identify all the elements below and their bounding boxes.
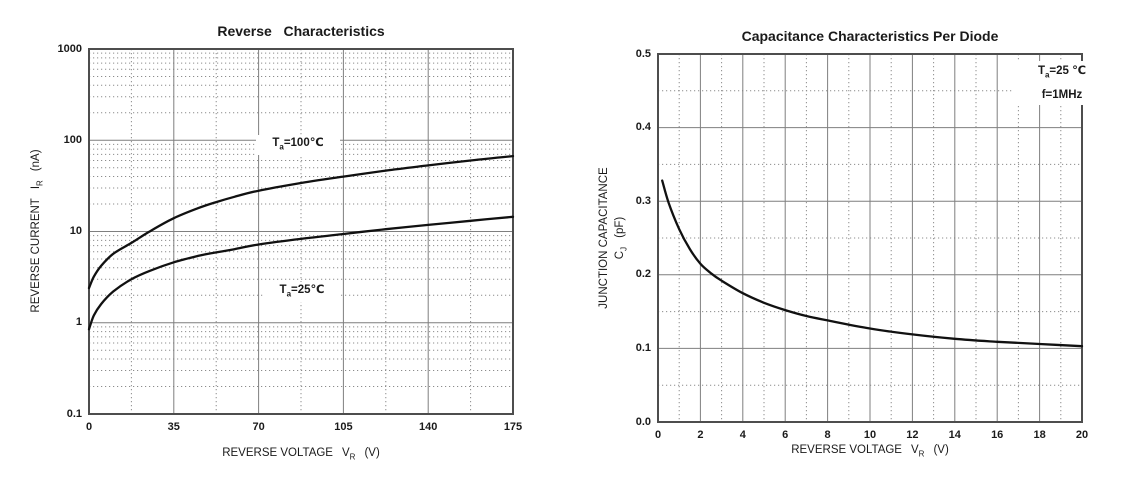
x-tick-label: 10: [863, 429, 877, 441]
y-tick-label: 1: [75, 316, 82, 329]
x-tick-label: 140: [419, 421, 438, 433]
x-tick-label: 14: [948, 429, 961, 441]
y-tick-label: 0.3: [635, 194, 651, 207]
y-tick-label: 100: [63, 133, 82, 146]
x-tick-label: 16: [991, 429, 1004, 441]
x-tick-label: 12: [906, 429, 919, 441]
x-tick-label: 8: [824, 429, 831, 441]
y-tick-label: 0.2: [635, 268, 651, 281]
x-tick-label: 6: [782, 429, 789, 441]
series-curve-1-0: [661, 179, 1084, 348]
y-tick-label: 0.1: [635, 341, 651, 354]
x-tick-label: 0: [654, 429, 662, 441]
y-tick-label: 10: [69, 225, 82, 237]
x-axis-label-reverse-voltage: REVERSE VOLTAGE VR (V): [222, 447, 380, 462]
chart-title-reverse: Reverse Characteristics: [217, 23, 385, 39]
y-tick-label: 1000: [57, 42, 82, 55]
x-tick-label: 2: [697, 429, 704, 441]
plot-frame: [88, 48, 514, 415]
annotation-frequency-line: f=1MHz: [1041, 89, 1083, 102]
x-tick-label: 35: [167, 421, 180, 433]
annotation-ta-100c: Ta=100℃: [256, 135, 340, 156]
series-curve-0-0: [87, 154, 515, 290]
x-tick-label: 70: [252, 421, 265, 433]
annotation-test-conditions: Ta=25 ℃ f=1MHz: [1012, 61, 1112, 106]
x-tick-label: 175: [503, 421, 523, 433]
x-tick-label: 0: [85, 421, 93, 433]
y-tick-label: 0.0: [635, 415, 651, 428]
annotation-ta-25c-line: Ta=25 ℃: [1037, 65, 1087, 80]
annotation-ta-25c: Ta=25℃: [263, 282, 341, 303]
x-tick-label: 4: [739, 429, 746, 441]
x-axis-label-reverse-voltage-2: REVERSE VOLTAGE VR (V): [791, 444, 949, 459]
y-tick-label: 0.4: [635, 121, 651, 134]
x-tick-label: 20: [1075, 429, 1089, 441]
plot-frame: [657, 53, 1083, 423]
series-curve-0-1: [87, 215, 515, 331]
y-tick-label: 0.1: [66, 407, 82, 420]
x-tick-label: 105: [334, 421, 353, 433]
y-tick-label: 0.5: [635, 47, 651, 60]
chart-title-capacitance: Capacitance Characteristics Per Diode: [741, 28, 999, 44]
x-tick-label: 18: [1033, 429, 1046, 441]
